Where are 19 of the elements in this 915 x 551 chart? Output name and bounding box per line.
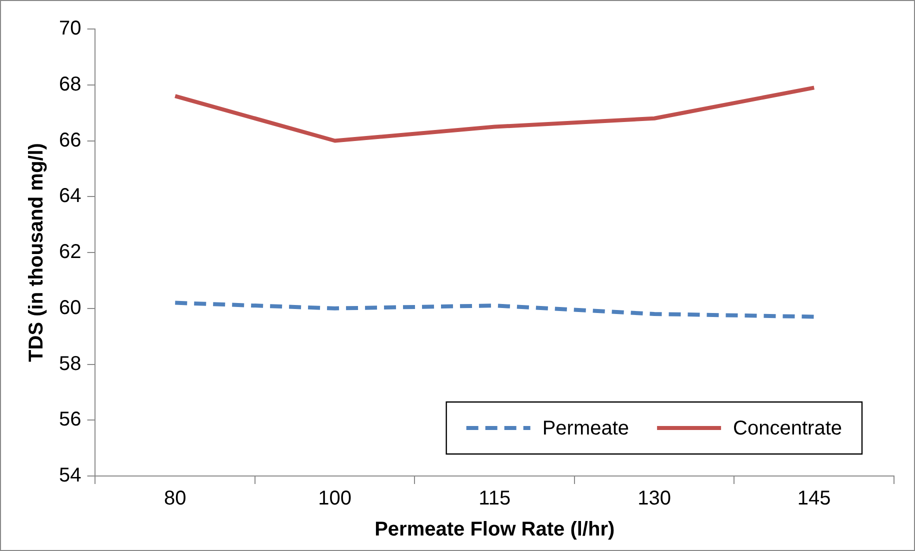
y-tick-label: 58 — [58, 352, 82, 375]
y-tick-label: 54 — [58, 464, 82, 487]
y-tick-label: 64 — [58, 185, 82, 208]
y-tick-label: 70 — [58, 18, 82, 40]
x-tick-label: 100 — [318, 488, 352, 510]
y-tick-label: 68 — [58, 73, 82, 96]
y-tick-label: 62 — [58, 241, 82, 264]
x-tick-label: 80 — [164, 488, 186, 510]
x-tick-label: 115 — [478, 488, 511, 510]
line-series — [173, 300, 816, 319]
y-tick-label: 66 — [58, 129, 82, 152]
y-tick-label: 60 — [58, 296, 82, 319]
y-tick-label: 56 — [58, 408, 82, 431]
legend-label: Concentrate — [733, 418, 842, 440]
x-axis-title: Permeate Flow Rate (l/hr) — [374, 518, 615, 541]
x-tick-label: 130 — [638, 488, 672, 510]
legend-label: Permeate — [542, 418, 630, 440]
y-axis-title: TDS (in thousand mg/l) — [26, 143, 48, 362]
x-tick-label: 145 — [797, 488, 831, 510]
